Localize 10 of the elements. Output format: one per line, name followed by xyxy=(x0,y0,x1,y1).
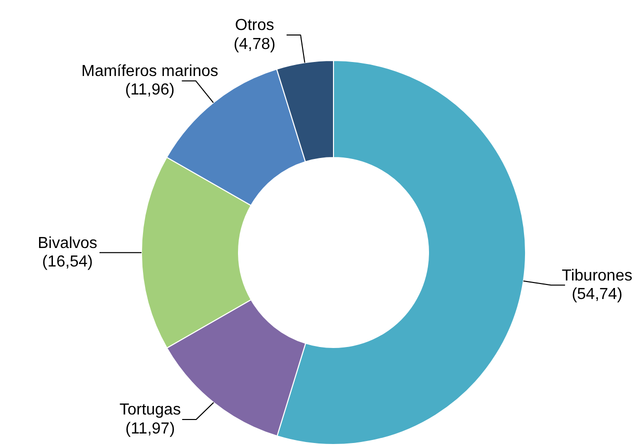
slice-label: Tiburones xyxy=(562,267,632,284)
data-label: (4,78) xyxy=(234,36,276,53)
data-label: (54,74) xyxy=(572,286,622,304)
slice-label: Mamíferos marinos xyxy=(81,63,218,80)
data-label: (11,97) xyxy=(125,420,175,438)
slice-label: Otros xyxy=(235,17,274,34)
slice-label: Bivalvos xyxy=(38,234,98,252)
data-label: (16,54) xyxy=(42,254,93,271)
slice-label: Tortugas xyxy=(119,402,181,419)
data-label: (11,96) xyxy=(125,82,175,99)
